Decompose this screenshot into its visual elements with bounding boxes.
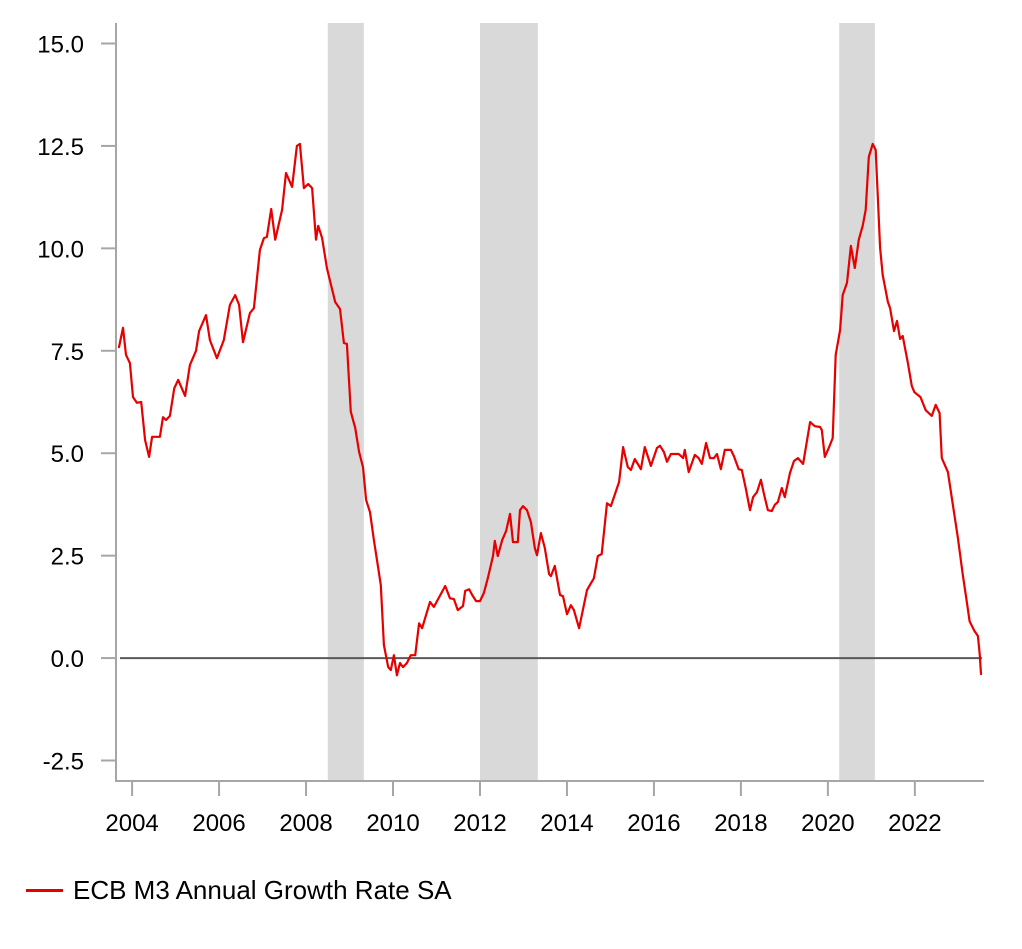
- y-tick-label: -2.5: [43, 749, 84, 776]
- legend: ECB M3 Annual Growth Rate SA: [26, 872, 452, 908]
- y-tick-label: 7.5: [51, 339, 84, 366]
- x-tick-label: 2016: [627, 810, 680, 837]
- x-tick-label: 2004: [105, 810, 158, 837]
- y-tick-label: 12.5: [37, 134, 84, 161]
- x-tick-label: 2012: [453, 810, 506, 837]
- y-tick-label: 0.0: [51, 646, 84, 673]
- series-line: [117, 142, 983, 677]
- x-tick-label: 2008: [279, 810, 332, 837]
- x-tick-label: 2014: [540, 810, 593, 837]
- shaded-period: [839, 23, 875, 781]
- shaded-periods: [327, 23, 875, 781]
- axes: [115, 23, 984, 782]
- legend-label: ECB M3 Annual Growth Rate SA: [73, 874, 452, 905]
- x-tick-label: 2022: [888, 810, 941, 837]
- legend-swatch: [26, 888, 63, 892]
- y-tick-label: 10.0: [37, 236, 84, 263]
- y-tick-label: 15.0: [37, 31, 84, 58]
- x-tick-label: 2020: [801, 810, 854, 837]
- y-axis-ticks: 15.0 12.5 10.0 7.5 5.0 2.5 0.0 -2.5: [37, 31, 116, 776]
- x-tick-label: 2018: [714, 810, 767, 837]
- x-axis-ticks: 2004 2006 2008 2010 2012 2014 2016 2018 2020 2022: [105, 781, 942, 837]
- shaded-period: [479, 23, 538, 781]
- y-tick-label: 2.5: [51, 544, 84, 571]
- x-tick-label: 2006: [192, 810, 245, 837]
- x-tick-label: 2010: [366, 810, 419, 837]
- series-group: [117, 142, 983, 677]
- shaded-period: [327, 23, 364, 781]
- y-tick-label: 5.0: [51, 441, 84, 468]
